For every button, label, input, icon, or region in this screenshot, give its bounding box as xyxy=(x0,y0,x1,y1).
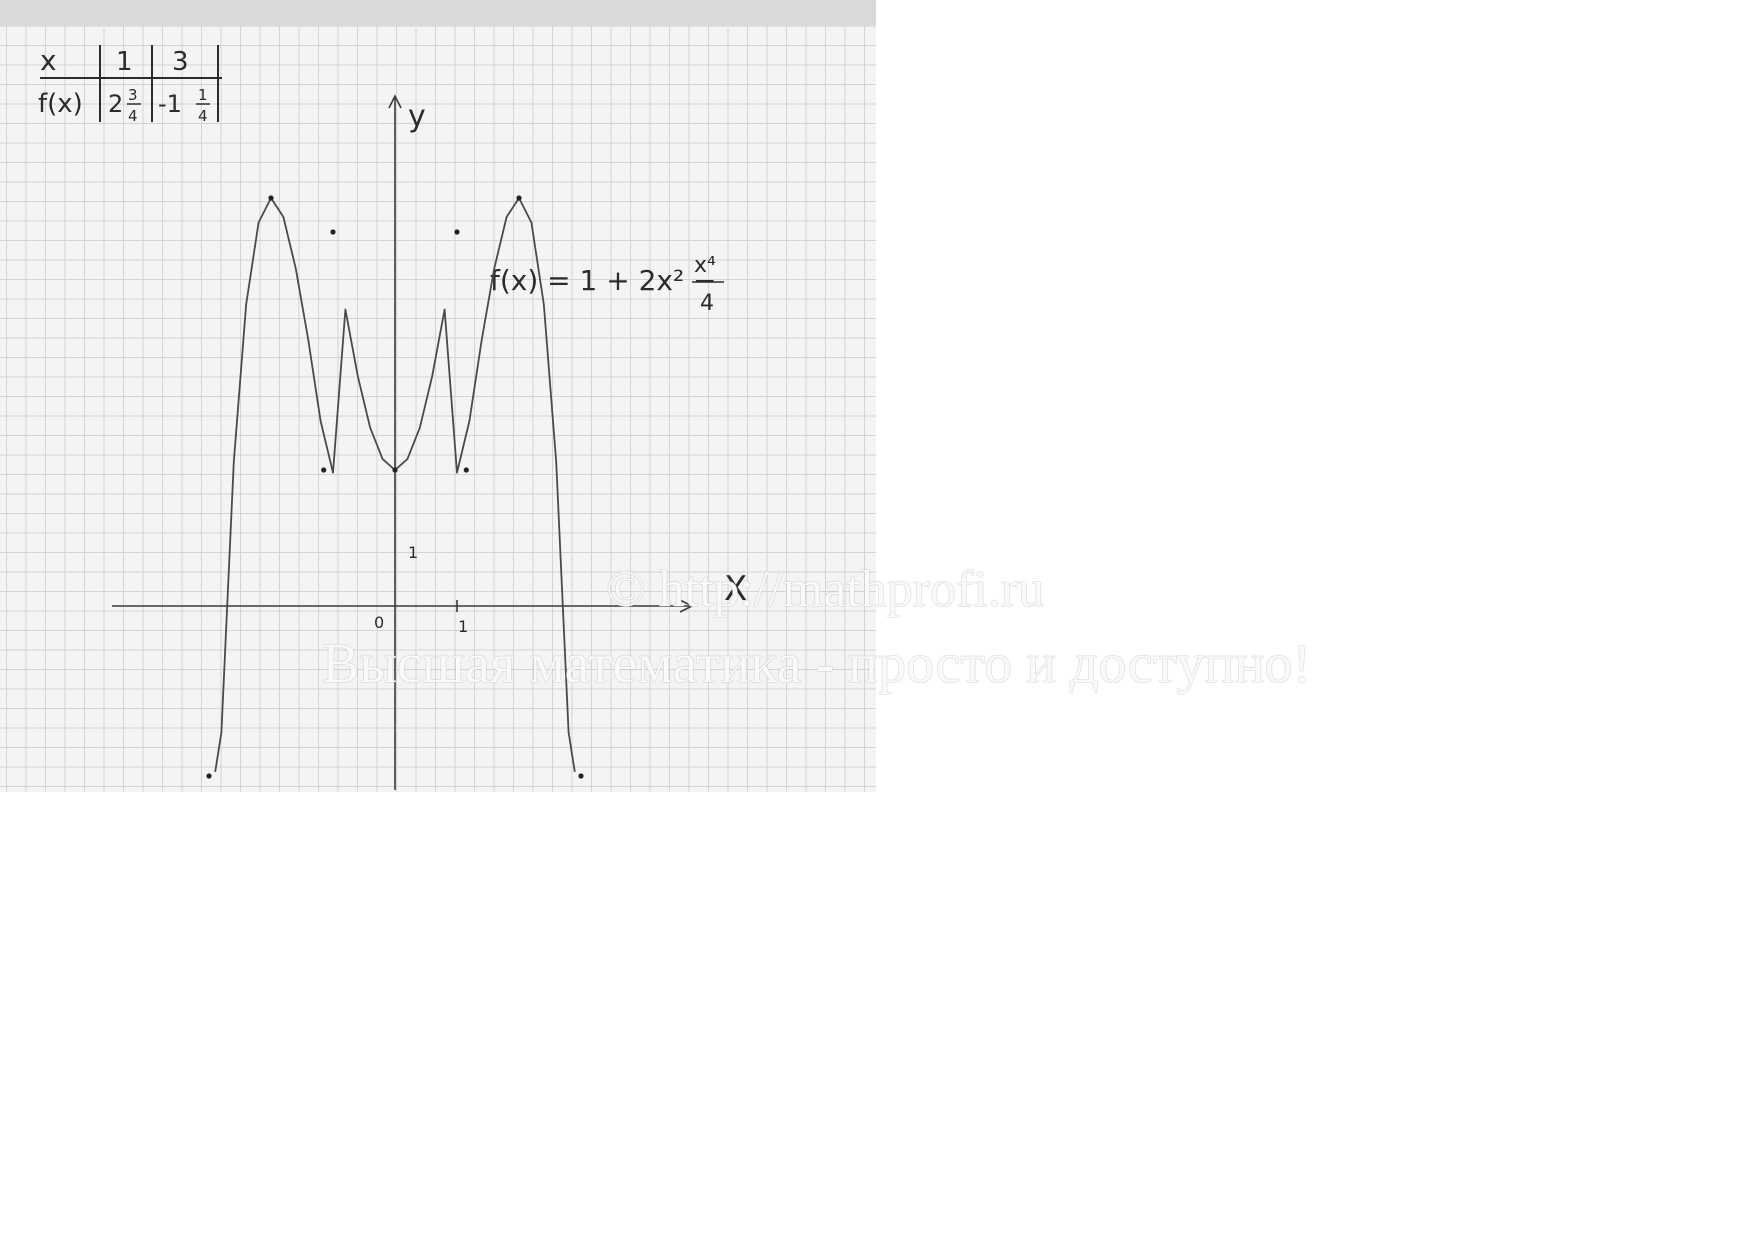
y-axis-label: y xyxy=(408,99,426,134)
axes: X y 0 1 1 xyxy=(112,94,747,790)
points-layer xyxy=(206,195,584,779)
data-point xyxy=(330,229,336,235)
graph-paper-sheet xyxy=(0,0,876,792)
function-label-numerator: x⁴ xyxy=(694,253,716,278)
function-label: f(x) = 1 + 2x² − x⁴ 4 xyxy=(490,253,724,316)
table-value-2-whole: -1 xyxy=(158,90,182,118)
function-label-main: f(x) = 1 + 2x² − xyxy=(490,264,717,297)
table-header-x3: 3 xyxy=(172,47,189,77)
function-plot: x 1 3 f(x) 2 3 4 -1 1 4 X y 0 1 1 f(x) =… xyxy=(38,44,747,790)
x-axis-label: X xyxy=(724,569,747,609)
y-value-label-1: 1 xyxy=(408,543,418,562)
table-row-label: f(x) xyxy=(38,89,83,119)
table-header-x: x xyxy=(40,44,57,77)
origin-label: 0 xyxy=(374,613,384,632)
table-value-1-den: 4 xyxy=(128,107,138,125)
watermark-slogan: Высшая математика - просто и доступно! xyxy=(322,633,1312,695)
data-point xyxy=(392,467,398,473)
data-point xyxy=(268,195,274,201)
data-point xyxy=(454,229,460,235)
table-header-x1: 1 xyxy=(116,47,133,77)
function-label-denominator: 4 xyxy=(700,291,714,316)
y-axis-arrow xyxy=(388,94,402,109)
x-axis-arrow xyxy=(679,599,694,613)
table-value-1-num: 3 xyxy=(128,86,138,104)
data-point xyxy=(206,773,212,779)
data-point xyxy=(516,195,522,201)
scan-top-edge xyxy=(0,0,876,26)
table-value-2-num: 1 xyxy=(198,86,208,104)
table-value-2-den: 4 xyxy=(198,107,208,125)
x-tick-label-1: 1 xyxy=(458,617,468,636)
value-table: x 1 3 f(x) 2 3 4 -1 1 4 xyxy=(38,44,222,125)
table-value-1-whole: 2 xyxy=(108,90,123,118)
data-point xyxy=(578,773,584,779)
watermark-url: © http://mathprofi.ru xyxy=(606,561,1045,618)
data-point xyxy=(321,467,327,473)
data-point xyxy=(463,467,469,473)
